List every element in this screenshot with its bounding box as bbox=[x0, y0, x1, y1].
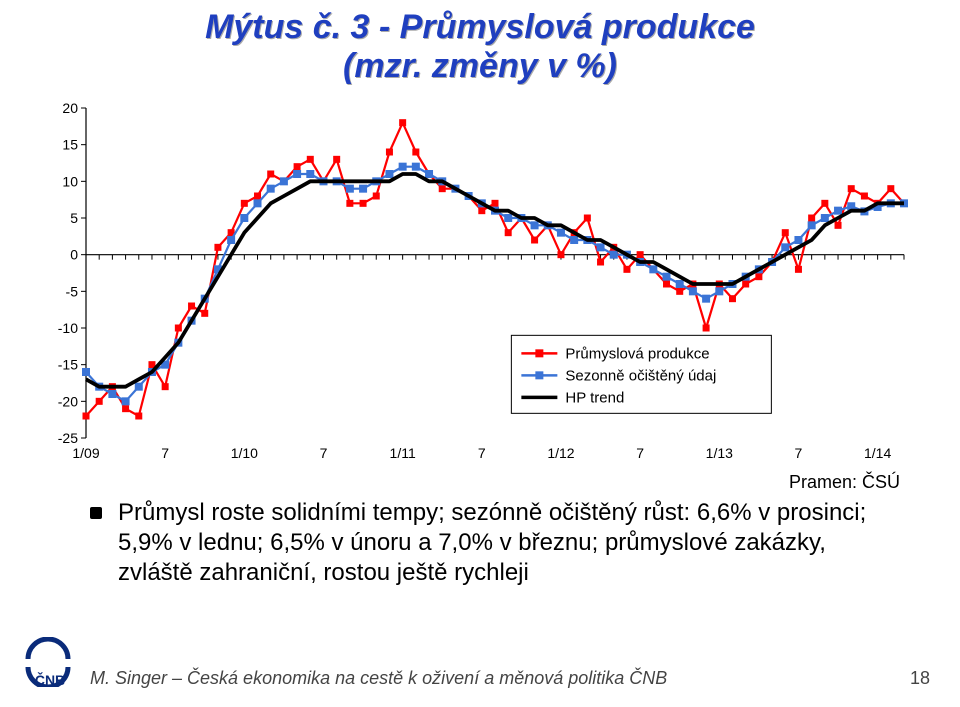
svg-text:1/13: 1/13 bbox=[706, 445, 733, 461]
chart: -25 -20 -15 -10 -5 0 5 10 15 20 1/09 7 1/10 7 1/11 7 1/1… bbox=[40, 98, 920, 468]
page-number: 18 bbox=[910, 668, 930, 689]
svg-text:1/10: 1/10 bbox=[231, 445, 258, 461]
logo-text: ČNB bbox=[35, 671, 65, 687]
svg-text:20: 20 bbox=[62, 100, 78, 116]
svg-text:-20: -20 bbox=[58, 393, 78, 409]
source-label: Pramen: ČSÚ bbox=[789, 472, 900, 493]
bullet-item: Průmysl roste solidními tempy; sezónně o… bbox=[90, 498, 900, 588]
bullet-text: Průmysl roste solidními tempy; sezónně o… bbox=[118, 499, 866, 586]
svg-text:7: 7 bbox=[795, 445, 803, 461]
svg-text:1/12: 1/12 bbox=[547, 445, 574, 461]
svg-text:Průmyslová produkce: Průmyslová produkce bbox=[565, 345, 709, 362]
svg-text:7: 7 bbox=[478, 445, 486, 461]
svg-text:-5: -5 bbox=[66, 283, 79, 299]
svg-text:-10: -10 bbox=[58, 320, 78, 336]
svg-text:-15: -15 bbox=[58, 357, 78, 373]
svg-text:Sezonně očištěný údaj: Sezonně očištěný údaj bbox=[565, 367, 716, 384]
svg-text:1/14: 1/14 bbox=[864, 445, 891, 461]
svg-text:1/11: 1/11 bbox=[390, 445, 416, 461]
svg-text:7: 7 bbox=[636, 445, 644, 461]
cnb-logo: ČNB bbox=[20, 637, 80, 687]
bullet-list: Průmysl roste solidními tempy; sezónně o… bbox=[90, 498, 900, 592]
title-line2: (mzr. změny v %) bbox=[343, 47, 617, 85]
footer-text: M. Singer – Česká ekonomika na cestě k o… bbox=[90, 668, 667, 689]
svg-text:10: 10 bbox=[62, 173, 78, 189]
slide-title: Mýtus č. 3 - Průmyslová produkce (mzr. z… bbox=[40, 8, 920, 86]
svg-text:-25: -25 bbox=[58, 430, 78, 446]
svg-text:0: 0 bbox=[70, 247, 78, 263]
title-line1: Mýtus č. 3 - Průmyslová produkce bbox=[205, 8, 755, 46]
svg-text:1/09: 1/09 bbox=[72, 445, 99, 461]
svg-text:7: 7 bbox=[161, 445, 169, 461]
svg-text:7: 7 bbox=[320, 445, 328, 461]
svg-text:HP trend: HP trend bbox=[565, 389, 624, 406]
svg-text:15: 15 bbox=[62, 137, 78, 153]
svg-text:5: 5 bbox=[70, 210, 78, 226]
